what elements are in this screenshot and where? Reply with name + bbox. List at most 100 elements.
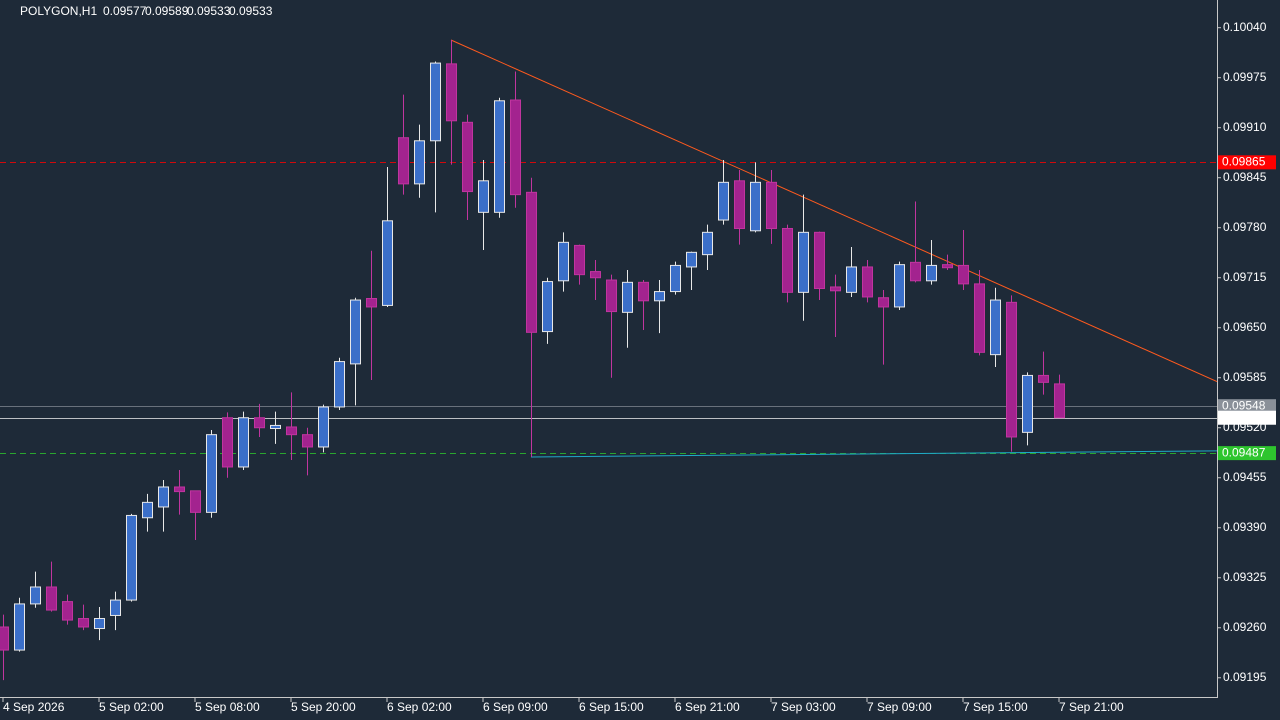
candle-body bbox=[1006, 301, 1017, 438]
x-tick-label: 4 Sep 2026 bbox=[3, 700, 65, 714]
y-tick-label: 0.09390 bbox=[1223, 520, 1267, 534]
candle-body bbox=[782, 227, 793, 293]
candle-body bbox=[158, 486, 169, 508]
candle-body bbox=[126, 514, 137, 601]
y-tick-label: 0.09845 bbox=[1223, 170, 1267, 184]
candle-body bbox=[430, 62, 441, 142]
candle-body bbox=[510, 99, 521, 196]
candle-body bbox=[1038, 374, 1049, 383]
candle-body bbox=[366, 297, 377, 308]
price-label-box bbox=[1218, 399, 1276, 414]
candle-body bbox=[190, 490, 201, 513]
candle-body bbox=[446, 63, 457, 122]
trend-line bbox=[530, 450, 1218, 458]
candle-body bbox=[334, 361, 345, 408]
candle-body bbox=[30, 586, 41, 605]
candle-body bbox=[382, 220, 393, 306]
candle-body bbox=[718, 181, 729, 221]
candle-body bbox=[766, 181, 777, 229]
candle-body bbox=[894, 264, 905, 308]
candle-body bbox=[254, 417, 265, 429]
candle-body bbox=[974, 283, 985, 353]
candle-body bbox=[590, 271, 601, 279]
candle-body bbox=[654, 291, 665, 302]
candle-body bbox=[622, 281, 633, 313]
candle-body bbox=[830, 286, 841, 292]
x-tick-label: 5 Sep 02:00 bbox=[99, 700, 164, 714]
price-label: 0.09487 bbox=[1222, 445, 1266, 459]
candle-body bbox=[46, 586, 57, 611]
header-high: 0.09589 bbox=[145, 4, 189, 18]
candle-body bbox=[526, 191, 537, 333]
y-tick-label: 0.09455 bbox=[1223, 470, 1267, 484]
candle-body bbox=[302, 434, 313, 448]
price-label: 0.09533 bbox=[1222, 410, 1266, 424]
candle-body bbox=[862, 266, 873, 298]
y-tick-label: 0.09715 bbox=[1223, 270, 1267, 284]
y-tick-label: 0.09910 bbox=[1223, 120, 1267, 134]
candle-body bbox=[62, 601, 73, 621]
candle-body bbox=[638, 281, 649, 302]
candle-body bbox=[926, 264, 937, 282]
candle-body bbox=[750, 181, 761, 232]
candle-body bbox=[814, 231, 825, 289]
candle-body bbox=[958, 264, 969, 285]
candle-body bbox=[174, 486, 185, 493]
x-tick-label: 6 Sep 09:00 bbox=[483, 700, 548, 714]
price-label: 0.09548 bbox=[1222, 398, 1266, 412]
candle-body bbox=[110, 599, 121, 616]
x-tick-label: 7 Sep 03:00 bbox=[771, 700, 836, 714]
candle-body bbox=[478, 180, 489, 213]
candle-body bbox=[0, 626, 9, 651]
candle-body bbox=[462, 121, 473, 193]
candle-body bbox=[286, 426, 297, 436]
x-tick-label: 6 Sep 02:00 bbox=[387, 700, 452, 714]
candle-body bbox=[14, 603, 25, 651]
candle-body bbox=[1022, 374, 1033, 433]
candle-body bbox=[798, 231, 809, 293]
candle-body bbox=[846, 266, 857, 293]
y-tick-label: 0.09325 bbox=[1223, 570, 1267, 584]
candle-body bbox=[686, 251, 697, 268]
chart-title: POLYGON,H1 bbox=[20, 4, 97, 18]
x-tick-label: 7 Sep 21:00 bbox=[1059, 700, 1124, 714]
y-tick-label: 0.10040 bbox=[1223, 20, 1267, 34]
price-label-box bbox=[1218, 155, 1276, 170]
candle-body bbox=[558, 241, 569, 282]
candle-body bbox=[542, 281, 553, 333]
candle-body bbox=[670, 264, 681, 293]
y-tick-label: 0.09975 bbox=[1223, 70, 1267, 84]
candle-body bbox=[94, 618, 105, 630]
candle-body bbox=[318, 406, 329, 448]
candle-body bbox=[942, 264, 953, 269]
price-label-box bbox=[1218, 410, 1276, 425]
candle-body bbox=[494, 100, 505, 213]
header-low: 0.09533 bbox=[187, 4, 231, 18]
candle-body bbox=[142, 501, 153, 519]
candle-body bbox=[990, 299, 1001, 356]
candle-body bbox=[270, 424, 281, 430]
candle-body bbox=[910, 261, 921, 282]
y-tick-label: 0.09585 bbox=[1223, 370, 1267, 384]
candle-body bbox=[350, 299, 361, 365]
candle-body bbox=[206, 434, 217, 513]
candle-body bbox=[702, 231, 713, 256]
x-tick-label: 5 Sep 20:00 bbox=[291, 700, 356, 714]
candle-body bbox=[238, 417, 249, 468]
price-label: 0.09865 bbox=[1222, 154, 1266, 168]
candle-body bbox=[734, 180, 745, 229]
candle-body bbox=[878, 297, 889, 308]
candle-body bbox=[398, 137, 409, 185]
candle-body bbox=[606, 279, 617, 313]
header-open: 0.09577 bbox=[103, 4, 147, 18]
candle-body bbox=[78, 618, 89, 628]
x-tick-label: 5 Sep 08:00 bbox=[195, 700, 260, 714]
price-label-box bbox=[1218, 446, 1276, 461]
x-tick-label: 6 Sep 15:00 bbox=[579, 700, 644, 714]
candle-body bbox=[222, 417, 233, 468]
candle-body bbox=[1054, 383, 1065, 419]
header-close: 0.09533 bbox=[229, 4, 273, 18]
